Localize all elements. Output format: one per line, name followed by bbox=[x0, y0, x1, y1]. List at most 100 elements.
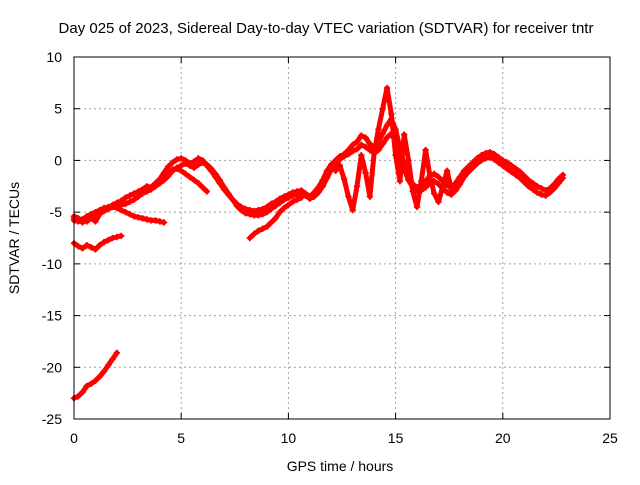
data-point bbox=[358, 132, 365, 139]
series-track-h bbox=[332, 84, 455, 214]
data-point bbox=[276, 208, 284, 216]
data-point bbox=[87, 244, 95, 251]
y-axis-label: SDTVAR / TECUs bbox=[6, 182, 22, 294]
data-point bbox=[340, 153, 348, 160]
data-point bbox=[521, 172, 528, 180]
data-point bbox=[285, 194, 292, 201]
data-point bbox=[246, 234, 254, 242]
data-point bbox=[388, 110, 395, 118]
data-point bbox=[229, 196, 236, 203]
data-point bbox=[448, 186, 455, 193]
data-point bbox=[443, 167, 451, 174]
data-point bbox=[542, 192, 549, 199]
data-point bbox=[435, 181, 442, 188]
data-point bbox=[147, 186, 155, 193]
data-point bbox=[195, 179, 202, 187]
data-point bbox=[375, 126, 382, 133]
data-point bbox=[499, 162, 506, 169]
data-point bbox=[366, 193, 374, 200]
data-point bbox=[478, 157, 485, 164]
data-point bbox=[268, 205, 275, 213]
data-point bbox=[529, 179, 537, 187]
x-tick-label: 10 bbox=[281, 430, 297, 446]
data-point bbox=[259, 211, 266, 218]
data-point bbox=[79, 388, 86, 396]
data-point bbox=[315, 189, 322, 196]
data-point bbox=[362, 169, 369, 177]
data-point bbox=[130, 196, 138, 203]
data-point bbox=[298, 194, 305, 201]
data-point bbox=[156, 218, 163, 225]
data-point bbox=[105, 362, 112, 369]
data-point bbox=[379, 140, 386, 148]
data-point bbox=[422, 184, 429, 191]
data-point bbox=[418, 177, 425, 185]
data-point bbox=[135, 214, 142, 221]
data-point bbox=[473, 160, 481, 167]
data-point bbox=[173, 165, 181, 172]
data-point bbox=[353, 138, 361, 146]
data-point bbox=[495, 159, 502, 166]
data-point bbox=[538, 185, 545, 192]
data-point bbox=[186, 173, 193, 181]
data-point bbox=[345, 193, 352, 200]
data-point bbox=[310, 193, 318, 200]
data-point bbox=[508, 162, 515, 169]
data-point bbox=[156, 179, 163, 187]
series-trace bbox=[333, 85, 454, 213]
data-point bbox=[79, 245, 86, 252]
data-point bbox=[525, 176, 532, 184]
y-tick-label: 5 bbox=[54, 101, 62, 117]
series-trace bbox=[71, 131, 566, 224]
data-point bbox=[400, 131, 408, 138]
data-point bbox=[75, 243, 82, 250]
data-point bbox=[503, 159, 511, 166]
x-tick-label: 0 bbox=[70, 430, 78, 446]
chart-title: Day 025 of 2023, Sidereal Day-to-day VTE… bbox=[59, 20, 594, 37]
data-point bbox=[349, 206, 356, 214]
data-point bbox=[75, 393, 82, 400]
data-point bbox=[92, 208, 99, 216]
series-track-a bbox=[70, 115, 567, 226]
data-point bbox=[508, 168, 515, 176]
data-point bbox=[383, 122, 391, 129]
data-point bbox=[469, 164, 476, 171]
data-point bbox=[263, 208, 271, 216]
data-point bbox=[208, 165, 215, 172]
data-point bbox=[533, 183, 541, 190]
x-axis-label: GPS time / hours bbox=[287, 458, 394, 474]
series-track-d bbox=[70, 232, 125, 253]
data-point bbox=[126, 198, 133, 205]
data-point bbox=[169, 159, 176, 166]
data-point bbox=[306, 195, 314, 202]
data-point bbox=[195, 155, 202, 162]
data-point bbox=[358, 141, 365, 149]
data-point bbox=[512, 165, 519, 172]
series-track-f bbox=[246, 194, 305, 242]
data-point bbox=[87, 211, 95, 218]
y-tick-label: -10 bbox=[42, 256, 62, 272]
data-point bbox=[83, 242, 91, 249]
data-point bbox=[165, 169, 172, 177]
data-point bbox=[521, 178, 528, 186]
data-point bbox=[263, 223, 271, 230]
axis-ticks: 0 5 10 15 20 25 -25 -20 -15 -10 -5 0 5 10 bbox=[42, 49, 618, 446]
data-point bbox=[169, 166, 176, 173]
grid-lines bbox=[74, 57, 610, 419]
data-point bbox=[130, 213, 138, 220]
data-point bbox=[186, 162, 193, 169]
data-point bbox=[113, 204, 121, 212]
data-point bbox=[105, 236, 112, 244]
data-point bbox=[212, 170, 219, 178]
y-tick-label: -20 bbox=[42, 359, 62, 375]
data-point bbox=[96, 206, 103, 214]
data-point bbox=[289, 192, 296, 199]
data-point bbox=[353, 183, 361, 190]
data-point bbox=[512, 171, 519, 179]
data-point bbox=[435, 173, 442, 181]
data-point bbox=[143, 216, 151, 223]
data-point bbox=[289, 198, 296, 205]
y-tick-label: 0 bbox=[54, 152, 62, 168]
data-point bbox=[178, 155, 185, 162]
data-point bbox=[533, 189, 541, 196]
